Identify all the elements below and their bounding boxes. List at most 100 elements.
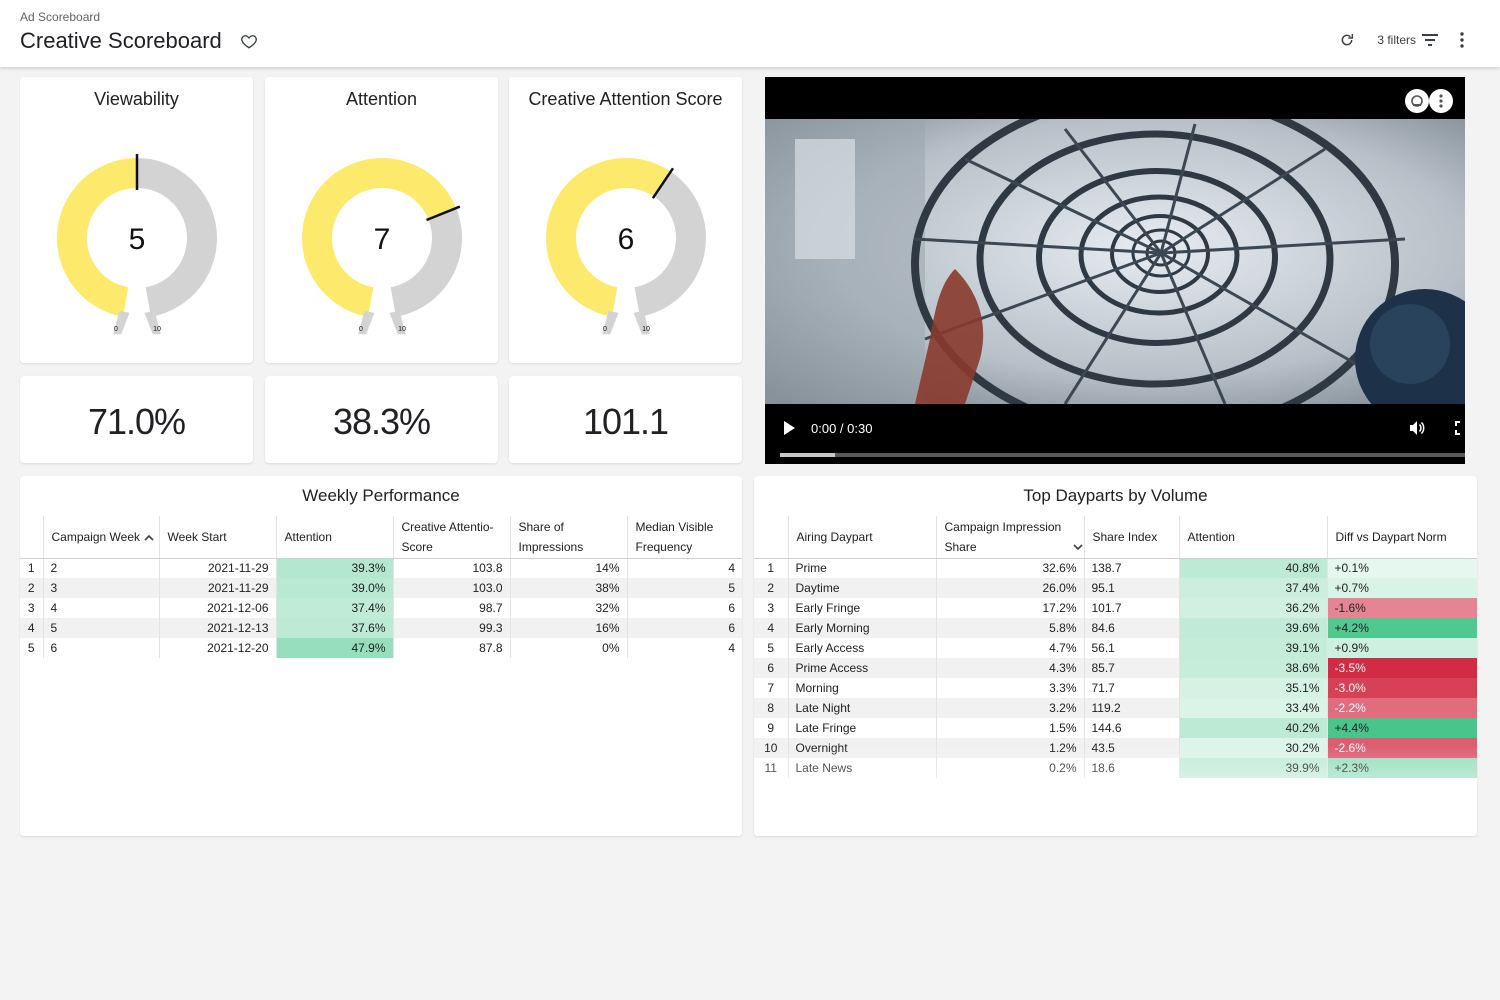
attention-kpi-card: 38.3%: [265, 376, 498, 463]
table-row[interactable]: 3 Early Fringe 17.2% 101.7 36.2% -1.6%: [754, 598, 1477, 618]
table-row[interactable]: 7 Morning 3.3% 71.7 35.1% -3.0%: [754, 678, 1477, 698]
creative-attention-score-cell: 103.8: [392, 558, 510, 578]
row-index-cell: 1: [754, 558, 788, 578]
video-player[interactable]: 0:00 / 0:30: [765, 77, 1465, 464]
table-row[interactable]: 2 Daytime 26.0% 95.1 37.4% +0.7%: [754, 578, 1477, 598]
favorite-heart-icon[interactable]: [240, 32, 258, 50]
share-index-cell: 144.6: [1083, 718, 1179, 738]
row-index-header: [20, 516, 43, 559]
volume-icon[interactable]: [1409, 420, 1425, 436]
diff-vs-daypart-norm-cell: +0.7%: [1326, 578, 1477, 598]
share-of-impressions-cell: 14%: [509, 558, 627, 578]
column-header[interactable]: Share of Impressions: [509, 516, 627, 559]
gauge-value-arc: [57, 158, 137, 317]
airing-daypart-cell: Morning: [787, 678, 936, 698]
cast-icon[interactable]: [1405, 89, 1429, 113]
column-header[interactable]: Campaign Impression Share: [935, 516, 1084, 559]
sort-ascending-icon[interactable]: [143, 534, 154, 541]
fullscreen-icon[interactable]: [1455, 421, 1465, 435]
gauge-value-label: 5: [129, 223, 146, 256]
gauge-value-label: 6: [618, 223, 635, 256]
share-index-cell: 119.2: [1083, 698, 1179, 718]
share-index-cell: 138.7: [1083, 558, 1179, 578]
gauge-min-label: 0: [114, 326, 118, 333]
filters-button[interactable]: 3 filters: [1377, 33, 1438, 47]
column-header[interactable]: Attention: [275, 516, 393, 559]
row-index-cell: 3: [20, 598, 43, 618]
row-index-cell: 1: [20, 558, 43, 578]
table-fade: [20, 746, 742, 836]
gauge-title: Attention: [345, 89, 418, 109]
airing-daypart-cell: Late News: [787, 758, 936, 778]
diff-vs-daypart-norm-cell: +4.2%: [1326, 618, 1477, 638]
table-row[interactable]: 1 2 2021-11-29 39.3% 103.8 14% 4: [20, 558, 742, 578]
gauge-title: Creative Attention Score: [528, 89, 723, 109]
weekly-performance-title: Weekly Performance: [302, 486, 460, 505]
gauge-max-tail: [633, 310, 650, 335]
table-row[interactable]: 3 4 2021-12-06 37.4% 98.7 32% 6: [20, 598, 742, 618]
row-index-cell: 2: [754, 578, 788, 598]
campaign-week-cell: 4: [42, 598, 159, 618]
refresh-icon[interactable]: [1337, 30, 1357, 50]
table-row[interactable]: 8 Late Night 3.2% 119.2 33.4% -2.2%: [754, 698, 1477, 718]
airing-daypart-cell: Late Fringe: [787, 718, 936, 738]
table-row[interactable]: 1 Prime 32.6% 138.7 40.8% +0.1%: [754, 558, 1477, 578]
column-header[interactable]: Campaign Week: [42, 516, 159, 559]
column-header-label: Median Visible: [635, 519, 714, 534]
table-row[interactable]: 2 3 2021-11-29 39.0% 103.0 38% 5: [20, 578, 742, 598]
row-index-cell: 9: [754, 718, 788, 738]
row-index-cell: 7: [754, 678, 788, 698]
table-row[interactable]: 6 Prime Access 4.3% 85.7 38.6% -3.5%: [754, 658, 1477, 678]
gauge-max-label: 10: [642, 326, 650, 333]
video-progress-bar[interactable]: [780, 453, 1465, 457]
airing-daypart-cell: Early Fringe: [787, 598, 936, 618]
column-header-label: Score: [401, 539, 433, 554]
campaign-impression-share-cell: 5.8%: [935, 618, 1084, 638]
column-header-label: Creative Attentio-: [401, 519, 494, 534]
table-row[interactable]: 5 6 2021-12-20 47.9% 87.8 0% 4: [20, 638, 742, 658]
gauge-track-arc: [137, 158, 217, 317]
diff-vs-daypart-norm-cell: +0.1%: [1326, 558, 1477, 578]
video-controls: 0:00 / 0:30: [765, 404, 1465, 464]
campaign-impression-share-cell: 1.2%: [935, 738, 1084, 758]
video-more-icon[interactable]: [1429, 89, 1453, 113]
more-vert-icon[interactable]: [1452, 30, 1472, 50]
share-of-impressions-cell: 38%: [509, 578, 627, 598]
row-index-cell: 2: [20, 578, 43, 598]
table-row[interactable]: 4 Early Morning 5.8% 84.6 39.6% +4.2%: [754, 618, 1477, 638]
airing-daypart-cell: Early Morning: [787, 618, 936, 638]
attention-cell: 38.6%: [1178, 658, 1327, 678]
weekly-performance-card: Weekly Performance Campaign Week Week Sta…: [20, 476, 742, 836]
table-row[interactable]: 10 Overnight 1.2% 43.5 30.2% -2.6%: [754, 738, 1477, 758]
column-header[interactable]: Week Start: [158, 516, 276, 559]
column-header[interactable]: Share Index: [1083, 516, 1179, 559]
sort-descending-icon[interactable]: [1072, 544, 1083, 551]
column-header[interactable]: Airing Daypart: [787, 516, 936, 559]
creative-attention-score-cell: 98.7: [392, 598, 510, 618]
share-index-cell: 71.7: [1083, 678, 1179, 698]
attention-cell: 39.6%: [1178, 618, 1327, 638]
creative-attention-score-cell: 99.3: [392, 618, 510, 638]
gauge-min-label: 0: [603, 326, 607, 333]
column-header[interactable]: Attention: [1178, 516, 1327, 559]
column-header[interactable]: Creative Attentio- Score: [392, 516, 510, 559]
column-header[interactable]: Median Visible Frequency: [626, 516, 742, 559]
viewability-gauge-card: Viewability 5 0 10: [20, 77, 253, 363]
top-dayparts-card: Top Dayparts by Volume Airing Daypart Cam…: [754, 476, 1477, 836]
diff-vs-daypart-norm-cell: -1.6%: [1326, 598, 1477, 618]
median-visible-frequency-cell: 6: [626, 598, 742, 618]
gauge-value-arc: [302, 158, 457, 317]
table-row[interactable]: 5 Early Access 4.7% 56.1 39.1% +0.9%: [754, 638, 1477, 658]
row-index-cell: 8: [754, 698, 788, 718]
table-row[interactable]: 9 Late Fringe 1.5% 144.6 40.2% +4.4%: [754, 718, 1477, 738]
table-row[interactable]: 4 5 2021-12-13 37.6% 99.3 16% 6: [20, 618, 742, 638]
gauge-value-label: 7: [374, 223, 391, 256]
play-icon[interactable]: [783, 421, 795, 435]
campaign-impression-share-cell: 3.2%: [935, 698, 1084, 718]
column-header-label: Attention: [1187, 529, 1235, 544]
table-row[interactable]: 11 Late News 0.2% 18.6 39.9% +2.3%: [754, 758, 1477, 778]
breadcrumb[interactable]: Ad Scoreboard: [20, 10, 101, 24]
column-header[interactable]: Diff vs Daypart Norm: [1326, 516, 1477, 559]
filters-label: 3 filters: [1377, 33, 1416, 47]
column-header-label: Airing Daypart: [796, 529, 873, 544]
